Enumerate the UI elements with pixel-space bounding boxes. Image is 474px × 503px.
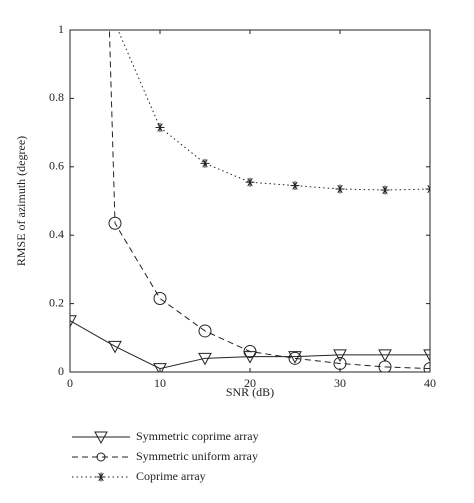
x-tick-label: 40 <box>424 376 436 390</box>
marker <box>96 472 106 482</box>
x-tick-label: 0 <box>67 376 73 390</box>
marker <box>111 19 120 28</box>
series-line <box>117 30 430 191</box>
x-axis-label: SNR (dB) <box>226 385 274 399</box>
marker <box>153 291 167 305</box>
marker <box>155 122 165 132</box>
marker <box>333 356 347 370</box>
legend-label: Symmetric uniform array <box>136 449 258 463</box>
legend-label: Symmetric coprime array <box>136 429 259 443</box>
y-tick-label: 0 <box>58 364 64 378</box>
marker <box>288 351 302 364</box>
marker <box>70 315 77 328</box>
series-line <box>108 30 430 370</box>
marker <box>378 349 392 362</box>
marker <box>425 184 430 194</box>
marker <box>108 216 122 230</box>
marker <box>288 351 302 365</box>
plot-area <box>70 19 430 372</box>
marker <box>243 344 257 358</box>
marker <box>335 184 345 194</box>
marker <box>153 363 167 372</box>
y-axis-label: RMSE of azimuth (degree) <box>14 136 28 266</box>
marker <box>378 360 392 372</box>
marker <box>96 452 106 462</box>
marker <box>423 349 430 362</box>
marker <box>380 185 390 195</box>
marker <box>94 431 108 445</box>
marker <box>108 340 122 354</box>
y-tick-label: 0.8 <box>49 90 64 104</box>
y-tick-label: 1 <box>58 22 64 36</box>
marker <box>198 352 212 366</box>
legend-label: Coprime array <box>136 469 206 483</box>
marker <box>423 362 430 372</box>
series-line <box>70 320 430 370</box>
y-tick-label: 0.4 <box>49 227 64 241</box>
y-tick-label: 0.6 <box>49 159 64 173</box>
marker <box>245 177 255 187</box>
marker <box>200 158 210 168</box>
marker <box>198 324 212 338</box>
x-tick-label: 20 <box>244 376 256 390</box>
marker <box>290 181 300 191</box>
x-tick-label: 10 <box>154 376 166 390</box>
y-tick-label: 0.2 <box>49 295 64 309</box>
x-tick-label: 30 <box>334 376 346 390</box>
plot-frame <box>69 29 431 373</box>
marker <box>333 349 347 362</box>
